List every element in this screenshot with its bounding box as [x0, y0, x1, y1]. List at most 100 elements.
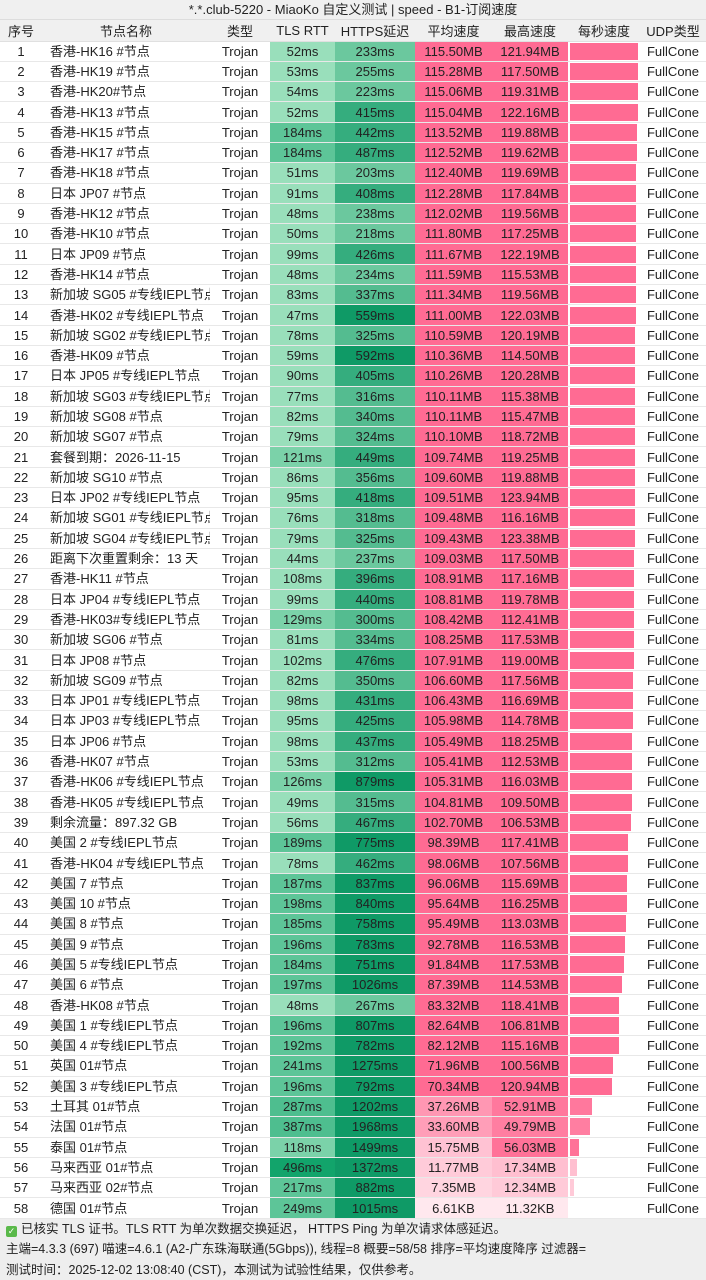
max-speed: 117.50MB [492, 61, 568, 83]
speed-sparkline [570, 103, 638, 121]
udp-type: FullCone [640, 690, 706, 712]
table-row[interactable]: 34 日本 JP03 #专线IEPL节点 Trojan 95ms 425ms 105.98… [0, 710, 706, 732]
max-speed: 120.94MB [492, 1076, 568, 1097]
table-row[interactable]: 52 美国 3 #专线IEPL节点 Trojan 196ms 792ms 70.34MB 1… [0, 1076, 706, 1097]
table-row[interactable]: 42 美国 7 #节点 Trojan 187ms 837ms 96.06MB 115.69M… [0, 873, 706, 894]
node-name: 香港-HK08 #节点 [42, 994, 210, 1016]
table-row[interactable]: 23 日本 JP02 #专线IEPL节点 Trojan 95ms 418ms 109.51… [0, 487, 706, 509]
table-row[interactable]: 48 香港-HK08 #节点 Trojan 48ms 267ms 83.32MB 118.4… [0, 994, 706, 1016]
table-row[interactable]: 47 美国 6 #节点 Trojan 197ms 1026ms 87.39MB 114.53… [0, 974, 706, 996]
table-row[interactable]: 38 香港-HK05 #专线IEPL节点 Trojan 49ms 315ms 104.81… [0, 791, 706, 813]
node-name: 美国 9 #节点 [42, 934, 210, 955]
table-row[interactable]: 32 新加坡 SG09 #节点 Trojan 82ms 350ms 106.60MB 117… [0, 670, 706, 692]
row-index: 48 [0, 994, 42, 1016]
table-row[interactable]: 1 香港-HK16 #节点 Trojan 52ms 233ms 115.50MB 121.9… [0, 41, 706, 62]
table-row[interactable]: 20 新加坡 SG07 #节点 Trojan 79ms 324ms 110.10MB 118… [0, 426, 706, 448]
per-second-speed [568, 852, 640, 874]
table-row[interactable]: 58 德国 01#节点 Trojan 249ms 1015ms 6.61KB 11.32KB… [0, 1197, 706, 1219]
table-row[interactable]: 44 美国 8 #节点 Trojan 185ms 758ms 95.49MB 113.03M… [0, 913, 706, 935]
column-header[interactable]: TLS RTT [270, 20, 335, 42]
column-header[interactable]: 平均速度 [415, 20, 492, 42]
tls-rtt: 51ms [270, 162, 335, 184]
column-header[interactable]: 序号 [0, 20, 42, 42]
table-row[interactable]: 50 美国 4 #专线IEPL节点 Trojan 192ms 782ms 82.12MB 1… [0, 1035, 706, 1057]
node-name: 香港-HK02 #专线IEPL节点 [42, 304, 210, 326]
table-row[interactable]: 46 美国 5 #专线IEPL节点 Trojan 184ms 751ms 91.84MB 1… [0, 954, 706, 976]
udp-type: FullCone [640, 873, 706, 894]
row-index: 52 [0, 1076, 42, 1097]
table-row[interactable]: 25 新加坡 SG04 #专线IEPL节点 Trojan 79ms 325ms 109.4… [0, 528, 706, 549]
table-row[interactable]: 53 土耳其 01#节点 Trojan 287ms 1202ms 37.26MB 52.91… [0, 1096, 706, 1118]
table-row[interactable]: 13 新加坡 SG05 #专线IEPL节点 Trojan 83ms 337ms 111.3… [0, 284, 706, 306]
table-row[interactable]: 30 新加坡 SG06 #节点 Trojan 81ms 334ms 108.25MB 117… [0, 629, 706, 651]
max-speed: 115.47MB [492, 406, 568, 428]
table-row[interactable]: 41 香港-HK04 #专线IEPL节点 Trojan 78ms 462ms 98.06M… [0, 852, 706, 874]
udp-type: FullCone [640, 852, 706, 874]
udp-type: FullCone [640, 649, 706, 671]
max-speed: 17.34MB [492, 1157, 568, 1179]
max-speed: 117.41MB [492, 832, 568, 854]
table-row[interactable]: 21 套餐到期：2026-11-15 Trojan 121ms 449ms 109.74M… [0, 446, 706, 468]
table-row[interactable]: 12 香港-HK14 #节点 Trojan 48ms 234ms 111.59MB 115.… [0, 264, 706, 286]
table-row[interactable]: 3 香港-HK20#节点 Trojan 54ms 223ms 115.06MB 119.31… [0, 81, 706, 103]
table-row[interactable]: 4 香港-HK13 #节点 Trojan 52ms 415ms 115.04MB 122.1… [0, 101, 706, 123]
node-type: Trojan [210, 913, 270, 935]
column-header[interactable]: 最高速度 [492, 20, 568, 42]
table-row[interactable]: 15 新加坡 SG02 #专线IEPL节点 Trojan 78ms 325ms 110.5… [0, 325, 706, 346]
udp-type: FullCone [640, 589, 706, 610]
table-row[interactable]: 16 香港-HK09 #节点 Trojan 59ms 592ms 110.36MB 114.… [0, 345, 706, 367]
table-row[interactable]: 35 日本 JP06 #节点 Trojan 98ms 437ms 105.49MB 118.… [0, 731, 706, 752]
table-row[interactable]: 22 新加坡 SG10 #节点 Trojan 86ms 356ms 109.60MB 119… [0, 467, 706, 489]
https-latency: 315ms [335, 791, 415, 813]
table-row[interactable]: 11 日本 JP09 #节点 Trojan 99ms 426ms 111.67MB 122.… [0, 243, 706, 265]
table-row[interactable]: 14 香港-HK02 #专线IEPL节点 Trojan 47ms 559ms 111.00… [0, 304, 706, 326]
table-row[interactable]: 56 马来西亚 01#节点 Trojan 496ms 1372ms 11.77MB 17.3… [0, 1157, 706, 1179]
max-speed: 114.50MB [492, 345, 568, 367]
table-row[interactable]: 49 美国 1 #专线IEPL节点 Trojan 196ms 807ms 82.64MB 1… [0, 1015, 706, 1037]
table-row[interactable]: 55 泰国 01#节点 Trojan 118ms 1499ms 15.75MB 56.03M… [0, 1137, 706, 1158]
table-row[interactable]: 26 距离下次重置剩余：13 天 Trojan 44ms 237ms 109.03MB 11… [0, 548, 706, 570]
table-row[interactable]: 27 香港-HK11 #节点 Trojan 108ms 396ms 108.91MB 117… [0, 568, 706, 590]
table-row[interactable]: 19 新加坡 SG08 #节点 Trojan 82ms 340ms 110.11MB 115… [0, 406, 706, 428]
column-header[interactable]: 每秒速度 [568, 20, 640, 42]
table-row[interactable]: 10 香港-HK10 #节点 Trojan 50ms 218ms 111.80MB 117.… [0, 223, 706, 245]
table-row[interactable]: 9 香港-HK12 #节点 Trojan 48ms 238ms 112.02MB 119.5… [0, 203, 706, 225]
column-header[interactable]: HTTPS延迟 [335, 20, 415, 42]
table-row[interactable]: 39 剩余流量：897.32 GB Trojan 56ms 467ms 102.70MB 1… [0, 812, 706, 834]
node-type: Trojan [210, 710, 270, 732]
node-type: Trojan [210, 325, 270, 346]
udp-type: FullCone [640, 751, 706, 773]
table-row[interactable]: 6 香港-HK17 #节点 Trojan 184ms 487ms 112.52MB 119.… [0, 142, 706, 164]
table-row[interactable]: 17 日本 JP05 #专线IEPL节点 Trojan 90ms 405ms 110.26… [0, 365, 706, 387]
https-latency: 324ms [335, 426, 415, 448]
table-row[interactable]: 51 英国 01#节点 Trojan 241ms 1275ms 71.96MB 100.56… [0, 1055, 706, 1077]
table-row[interactable]: 5 香港-HK15 #节点 Trojan 184ms 442ms 113.52MB 119.… [0, 122, 706, 143]
table-row[interactable]: 2 香港-HK19 #节点 Trojan 53ms 255ms 115.28MB 117.5… [0, 61, 706, 83]
table-row[interactable]: 36 香港-HK07 #节点 Trojan 53ms 312ms 105.41MB 112.… [0, 751, 706, 773]
table-row[interactable]: 18 新加坡 SG03 #专线IEPL节点 Trojan 77ms 316ms 110.1… [0, 386, 706, 407]
table-row[interactable]: 24 新加坡 SG01 #专线IEPL节点 Trojan 76ms 318ms 109.4… [0, 507, 706, 529]
column-header[interactable]: UDP类型 [640, 20, 706, 42]
table-row[interactable]: 31 日本 JP08 #节点 Trojan 102ms 476ms 107.91MB 119… [0, 649, 706, 671]
column-header[interactable]: 节点名称 [42, 20, 210, 42]
table-row[interactable]: 29 香港-HK03#专线IEPL节点 Trojan 129ms 300ms 108.42… [0, 609, 706, 631]
table-row[interactable]: 40 美国 2 #专线IEPL节点 Trojan 189ms 775ms 98.39MB 1… [0, 832, 706, 854]
tls-rtt: 48ms [270, 994, 335, 1016]
table-row[interactable]: 57 马来西亚 02#节点 Trojan 217ms 882ms 7.35MB 12.34M… [0, 1177, 706, 1199]
node-type: Trojan [210, 649, 270, 671]
table-row[interactable]: 54 法国 01#节点 Trojan 387ms 1968ms 33.60MB 49.79M… [0, 1116, 706, 1138]
table-row[interactable]: 37 香港-HK06 #专线IEPL节点 Trojan 126ms 879ms 105.3… [0, 771, 706, 793]
tls-rtt: 99ms [270, 243, 335, 265]
row-index: 56 [0, 1157, 42, 1179]
table-row[interactable]: 43 美国 10 #节点 Trojan 198ms 840ms 95.64MB 116.25… [0, 893, 706, 915]
table-row[interactable]: 28 日本 JP04 #专线IEPL节点 Trojan 99ms 440ms 108.81… [0, 589, 706, 610]
column-header[interactable]: 类型 [210, 20, 270, 42]
table-row[interactable]: 8 日本 JP07 #节点 Trojan 91ms 408ms 112.28MB 117.8… [0, 183, 706, 204]
tls-rtt: 79ms [270, 426, 335, 448]
table-row[interactable]: 33 日本 JP01 #专线IEPL节点 Trojan 98ms 431ms 106.43… [0, 690, 706, 712]
row-index: 33 [0, 690, 42, 712]
table-row[interactable]: 45 美国 9 #节点 Trojan 196ms 783ms 92.78MB 116.53M… [0, 934, 706, 955]
https-latency: 559ms [335, 304, 415, 326]
row-index: 10 [0, 223, 42, 245]
table-row[interactable]: 7 香港-HK18 #节点 Trojan 51ms 203ms 112.40MB 119.6… [0, 162, 706, 184]
